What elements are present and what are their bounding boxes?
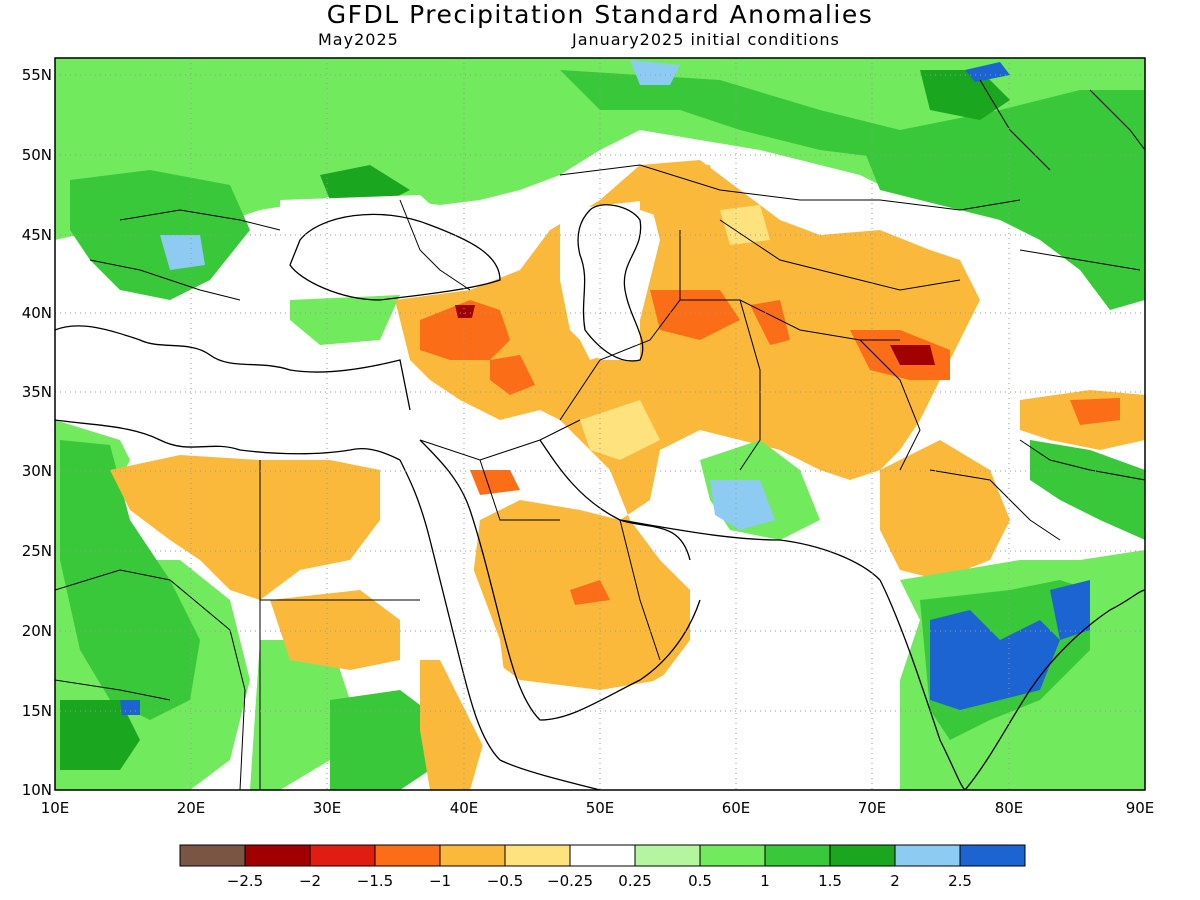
colorbar-label: 1 [760, 872, 770, 890]
wet-india [700, 440, 1145, 790]
lat-label-55n: 55N [22, 66, 52, 84]
lon-label-60e: 60E [722, 799, 751, 817]
lat-label-40n: 40N [22, 304, 52, 322]
colorbar-swatch [829, 844, 896, 867]
colorbar-label: −1.5 [357, 872, 393, 890]
colorbar-label: −0.25 [547, 872, 593, 890]
colorbar: −2.5 −2 −1.5 −1 −0.5 −0.25 0.25 0.5 1 1.5 2 2.5 [179, 844, 1026, 890]
red-sea-neutral [380, 480, 510, 760]
colorbar-swatch [894, 844, 961, 867]
lat-label-15n: 15N [22, 702, 52, 720]
initial-conditions: January2025 initial conditions [572, 30, 840, 49]
lon-label-50e: 50E [586, 799, 615, 817]
colorbar-label: 2.5 [948, 872, 972, 890]
anatolia-west-wet [290, 295, 400, 345]
lon-label-20e: 20E [177, 799, 206, 817]
caspian-neutral [560, 210, 640, 360]
colorbar-swatch [504, 844, 571, 867]
forecast-month: May2025 [318, 30, 399, 49]
mediterranean-neutral [55, 320, 420, 450]
lon-label-10e: 10E [41, 799, 70, 817]
colorbar-label: −2.5 [227, 872, 263, 890]
colorbar-swatch [439, 844, 506, 867]
lat-label-35n: 35N [22, 383, 52, 401]
lon-label-90e: 90E [1126, 799, 1155, 817]
lat-axis: 55N 50N 45N 40N 35N 30N 25N 20N 15N 10N [22, 66, 52, 799]
colorbar-label: −2 [299, 872, 321, 890]
lon-label-70e: 70E [858, 799, 887, 817]
lat-label-45n: 45N [22, 226, 52, 244]
colorbar-swatch [309, 844, 376, 867]
colorbar-swatch [244, 844, 311, 867]
lat-label-50n: 50N [22, 146, 52, 164]
country-borders [55, 79, 1145, 790]
arabian-sea-neutral [540, 550, 900, 790]
colorbar-label: 0.5 [688, 872, 712, 890]
plot-frame [54, 57, 1146, 791]
colorbar-label: 0.25 [618, 872, 651, 890]
lat-label-30n: 30N [22, 462, 52, 480]
colorbar-swatch [569, 844, 636, 867]
land-outline [55, 204, 1145, 790]
colorbar-swatch [634, 844, 701, 867]
lat-label-25n: 25N [22, 542, 52, 560]
sudan-dry [270, 590, 400, 670]
colorbar-swatch [179, 844, 246, 867]
colorbar-swatch [699, 844, 766, 867]
lon-label-30e: 30E [313, 799, 342, 817]
plot-area [55, 58, 1145, 790]
colorbar-swatch [959, 844, 1026, 867]
map-title: GFDL Precipitation Standard Anomalies [326, 0, 874, 29]
colorbar-label: −1 [429, 872, 451, 890]
wet-africa [55, 420, 440, 790]
india-dry [880, 440, 1010, 580]
lat-label-10n: 10N [22, 781, 52, 799]
lon-label-40e: 40E [450, 799, 479, 817]
grid-lines [55, 58, 1145, 790]
tibet-dry-core [1070, 398, 1120, 425]
colorbar-swatch [374, 844, 441, 867]
colorbar-label: 1.5 [818, 872, 842, 890]
lat-label-20n: 20N [22, 622, 52, 640]
north-africa-dry [110, 455, 380, 600]
colorbar-label: 2 [890, 872, 900, 890]
colorbar-label: −0.5 [487, 872, 523, 890]
colorbar-swatch [764, 844, 831, 867]
lon-label-80e: 80E [995, 799, 1024, 817]
lon-axis: 10E 20E 30E 40E 50E 60E 70E 80E 90E [41, 799, 1155, 817]
